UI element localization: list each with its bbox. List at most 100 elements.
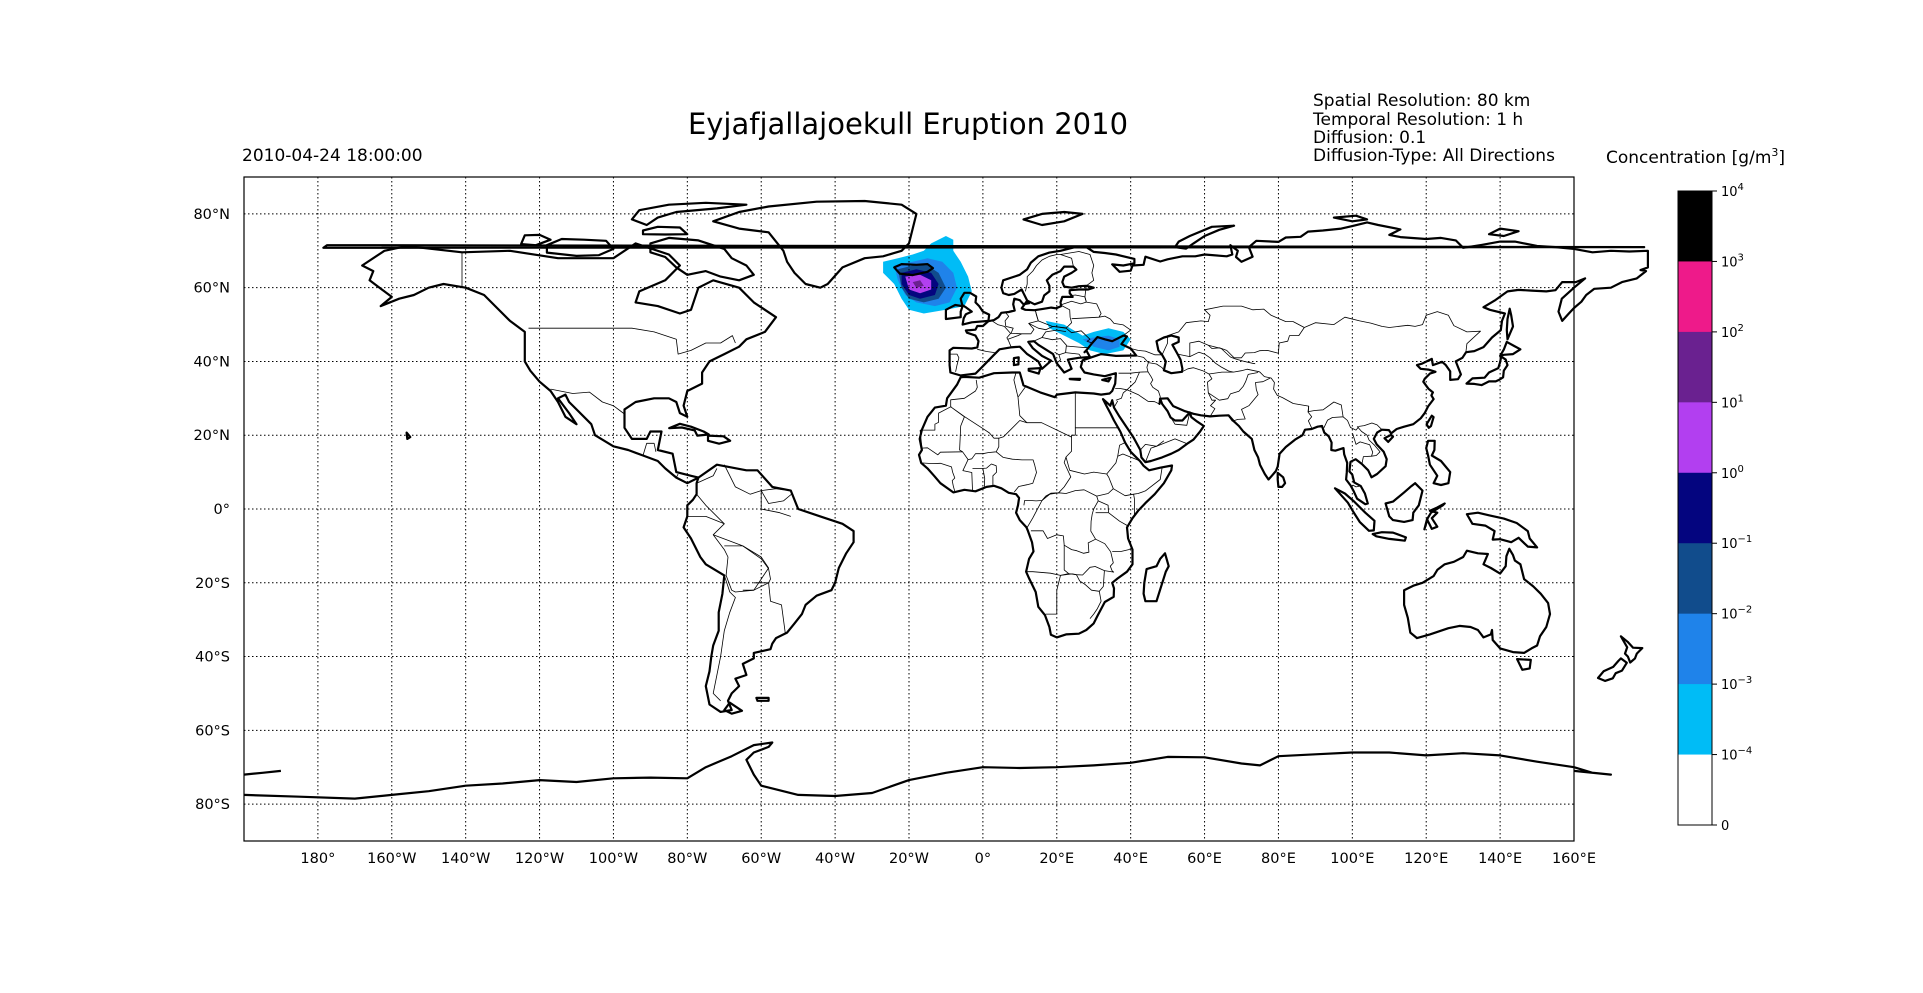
colorbar-tick-exponent: −3 [1738, 675, 1753, 686]
x-tick-label: 0° [975, 851, 991, 867]
country-border-layer [461, 251, 1481, 702]
country-border [760, 490, 791, 517]
info-temporal-resolution: Temporal Resolution: 1 h [1312, 110, 1523, 130]
crete-coast [1068, 377, 1082, 381]
colorbar-segment [1678, 613, 1712, 685]
country-border [1148, 362, 1165, 371]
new-zealand-south [1596, 657, 1628, 682]
x-tick-label: 100°E [1330, 851, 1374, 867]
colorbar-tick-label: 10−4 [1721, 746, 1752, 764]
country-border [642, 442, 657, 456]
y-tick-label: 40°N [193, 354, 230, 370]
country-border [962, 459, 973, 491]
sumatra-coast [1333, 487, 1376, 532]
sicily-coast [1027, 367, 1042, 375]
x-tick-label: 20°E [1039, 851, 1074, 867]
country-border [1356, 426, 1381, 457]
sakhalin-coast [1505, 307, 1515, 341]
country-border [1177, 327, 1305, 359]
country-border [1227, 377, 1271, 422]
country-border [1056, 573, 1102, 619]
country-border [1307, 406, 1313, 430]
map-frame [243, 176, 1575, 842]
south-america-coast [682, 463, 855, 713]
country-border [528, 327, 736, 355]
falkland-islands [755, 696, 770, 702]
x-tick-label: 140°W [441, 851, 490, 867]
country-border [1023, 422, 1072, 506]
colorbar-segment [1678, 472, 1712, 544]
country-border [1033, 329, 1067, 342]
country-border [977, 348, 995, 353]
baffin-island-coast [649, 236, 755, 282]
colorbar-tick-base: 10 [1721, 326, 1738, 341]
country-border [712, 575, 736, 702]
country-border [982, 468, 986, 487]
arabian-gulf-inner [1158, 397, 1162, 405]
country-border [1133, 494, 1135, 515]
country-border [550, 388, 625, 414]
x-tick-label: 60°W [741, 851, 781, 867]
x-tick-label: 80°W [667, 851, 707, 867]
y-tick-label: 20°S [195, 576, 230, 592]
colorbar-segment [1678, 754, 1712, 826]
colorbar-tick-base: 10 [1721, 608, 1738, 623]
north-america-coast [361, 242, 778, 485]
caspian-sea-coast [1155, 334, 1184, 375]
chart-title: Eyjafjallajoekull Eruption 2010 [688, 107, 1128, 141]
country-border [1181, 367, 1216, 417]
country-border [1113, 400, 1119, 408]
country-border [1352, 484, 1361, 488]
colorbar-tick-exponent: 3 [1738, 252, 1744, 263]
new-siberian-islands [1487, 227, 1520, 238]
victoria-island-coast [545, 237, 615, 257]
x-tick-label: 180° [300, 851, 335, 867]
x-tick-label: 40°W [815, 851, 855, 867]
y-tick-label: 60°S [195, 723, 230, 739]
country-border [1065, 352, 1082, 357]
black-sea-plume [1082, 335, 1120, 351]
scandinavia-inner-coast [1020, 265, 1095, 312]
country-border [696, 468, 718, 484]
country-border [1098, 500, 1129, 527]
country-border [1007, 333, 1022, 340]
madagascar-coast [1142, 552, 1170, 603]
sri-lanka-coast [1276, 471, 1287, 488]
colorbar-title: Concentration [g/m3] [1606, 146, 1785, 168]
x-tick-label: 160°E [1552, 851, 1596, 867]
java-coast [1371, 531, 1407, 542]
colorbar-tick-label: 10−2 [1721, 605, 1752, 623]
borneo-coast [1384, 482, 1424, 523]
colorbar-title-main: Concentration [g/m [1606, 148, 1771, 168]
colorbar-frame [1677, 190, 1713, 826]
country-border [921, 462, 956, 493]
great-britain-coast [959, 291, 991, 326]
country-border [998, 397, 1028, 439]
colorbar-tick-exponent: 1 [1738, 393, 1744, 404]
country-border [972, 463, 997, 486]
wrangel-island [322, 244, 1646, 249]
colorbar-tick-exponent: 4 [1738, 182, 1744, 193]
iceland-coast [893, 263, 935, 277]
y-tick-label: 20°N [193, 428, 230, 444]
country-border [1030, 489, 1099, 554]
timestamp: 2010-04-24 18:00:00 [242, 146, 423, 166]
colorbar-tick-base: 10 [1721, 537, 1738, 552]
colorbar-tick-label: 102 [1721, 323, 1744, 341]
y-tick-label: 0° [214, 502, 230, 518]
graticule-layer [244, 177, 1575, 841]
country-border [1034, 304, 1072, 329]
x-tick-label: 100°W [589, 851, 638, 867]
new-zealand-north [1619, 635, 1644, 664]
antarctica-coast [243, 741, 1612, 800]
taiwan-coast [1425, 414, 1435, 429]
hispaniola-coast [706, 434, 732, 445]
country-border [919, 430, 963, 456]
x-tick-label: 80°E [1261, 851, 1296, 867]
colorbar-tick-exponent: −4 [1738, 746, 1753, 757]
country-border [1065, 345, 1089, 349]
colorbar-tick-exponent: −1 [1738, 534, 1753, 545]
colorbar-segment [1678, 543, 1712, 615]
